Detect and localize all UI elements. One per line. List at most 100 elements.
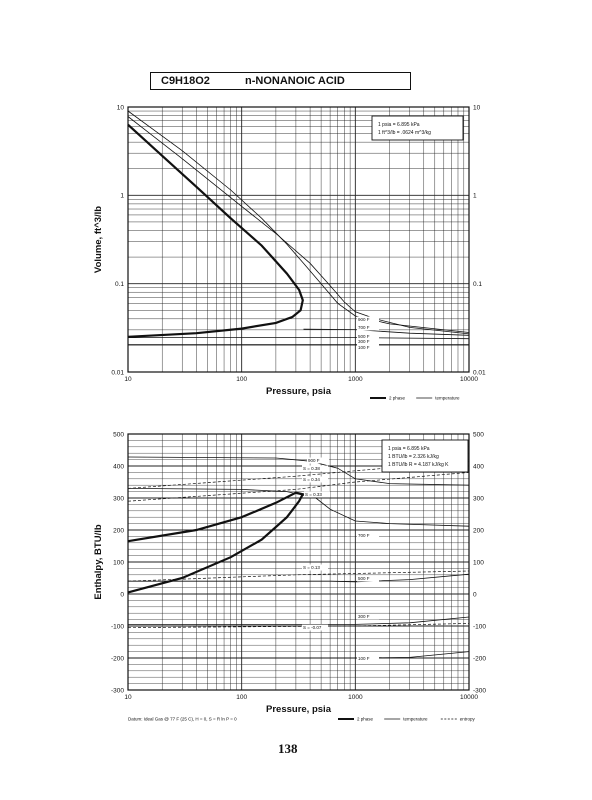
entropy-label: S = 0.34 (303, 477, 320, 482)
temperature-label: 300 F (358, 614, 370, 619)
y-tick-label-left: 400 (113, 463, 124, 470)
y-tick-label-right: 0.01 (473, 369, 486, 376)
x-axis-label: Pressure, psia (266, 704, 332, 715)
temperature-label: 700 F (358, 325, 370, 330)
y-tick-label-left: -300 (111, 687, 124, 694)
y-tick-label-right: 100 (473, 559, 484, 566)
label-backdrop (357, 333, 379, 340)
y-tick-label-left: 100 (113, 559, 124, 566)
legend-label: temperature (403, 717, 428, 722)
legend-label: entropy (460, 717, 476, 722)
temperature-label: 900 F (308, 458, 320, 463)
temperature-label: 500 F (358, 334, 370, 339)
label-backdrop (357, 655, 379, 662)
y-axis-label: Volume, ft^3/lb (93, 206, 104, 273)
entropy-label: S = 0.33 (305, 492, 322, 497)
y-tick-label-right: 10 (473, 104, 481, 111)
legend-label: 2 phase (389, 396, 406, 401)
temperature-label: 900 F (358, 317, 370, 322)
x-tick-label: 10 (124, 694, 132, 701)
y-tick-label-right: -100 (473, 623, 486, 630)
compound-name: n-NONANOIC ACID (245, 75, 345, 87)
x-axis-label: Pressure, psia (266, 386, 332, 397)
label-backdrop (357, 338, 379, 345)
entropy-label: S = 0.38 (303, 466, 320, 471)
label-backdrop (307, 457, 329, 464)
label-backdrop (357, 575, 379, 582)
temperature-label: 700 F (358, 533, 370, 538)
x-tick-label: 1000 (348, 694, 363, 701)
temperature-line (303, 328, 470, 336)
label-backdrop (357, 316, 379, 323)
label-backdrop (357, 532, 379, 539)
legend-label: 2 phase (357, 717, 374, 722)
entropy-line (127, 570, 470, 582)
conversion-text: 1 psia = 6.895 kPa (378, 122, 420, 128)
conversion-box (381, 439, 469, 473)
datum-note: Datum: Ideal Gas @ 77 F (25 C), H = 0, S… (128, 717, 237, 722)
y-tick-label-left: 500 (113, 431, 124, 438)
x-tick-label: 10000 (460, 376, 478, 383)
entropy-label: S = -0.07 (303, 625, 322, 630)
y-tick-label-right: 500 (473, 431, 484, 438)
conversion-text: 1 BTU/lb R = 4.187 kJ/kg K (388, 462, 449, 468)
plot-frame (127, 106, 470, 373)
y-tick-label-right: 300 (473, 495, 484, 502)
y-tick-label-left: -100 (111, 623, 124, 630)
label-backdrop (357, 613, 379, 620)
temperature-line (128, 573, 470, 583)
temperature-line (127, 456, 470, 486)
label-backdrop (304, 491, 330, 498)
label-backdrop (302, 465, 328, 472)
x-tick-label: 1000 (348, 376, 363, 383)
label-backdrop (357, 324, 379, 331)
entropy-line (127, 472, 470, 502)
conversion-text: 1 ft^3/lb = .0624 m^3/kg (378, 130, 431, 136)
y-tick-label-left: 300 (113, 495, 124, 502)
temperature-line (128, 651, 470, 659)
entropy-line (127, 623, 470, 628)
y-tick-label-right: 400 (473, 463, 484, 470)
temperature-label: 300 F (358, 339, 370, 344)
temperature-line (128, 616, 470, 625)
entropy-label: S = 0.13 (303, 565, 320, 570)
conversion-text: 1 BTU/lb = 2.326 kJ/kg (388, 454, 439, 460)
label-backdrop (357, 344, 379, 351)
y-tick-label-left: 200 (113, 527, 124, 534)
y-tick-label-left: 0 (120, 591, 124, 598)
x-tick-label: 100 (236, 694, 247, 701)
plot-frame (127, 433, 470, 691)
compound-header: C9H18O2 n-NONANOIC ACID (150, 72, 411, 90)
y-axis-label: Enthalpy, BTU/lb (93, 524, 104, 599)
two-phase-curve (127, 123, 304, 338)
y-tick-label-right: 0.1 (473, 281, 482, 288)
y-tick-label-right: 200 (473, 527, 484, 534)
y-tick-label-left: 10 (117, 104, 125, 111)
conversion-box (371, 115, 464, 141)
y-tick-label-left: 0.1 (115, 281, 124, 288)
temperature-label: 100 F (358, 656, 370, 661)
y-tick-label-left: 1 (120, 193, 124, 200)
temperature-line (127, 488, 470, 527)
y-tick-label-right: 0 (473, 591, 477, 598)
temperature-line (127, 116, 470, 335)
compound-formula: C9H18O2 (161, 75, 210, 87)
y-tick-label-left: 0.01 (111, 369, 124, 376)
y-tick-label-right: -200 (473, 655, 486, 662)
conversion-text: 1 psia = 6.895 kPa (388, 446, 430, 452)
x-tick-label: 10000 (460, 694, 478, 701)
label-backdrop (302, 624, 328, 631)
page-number: 138 (278, 741, 298, 756)
label-backdrop (302, 564, 328, 571)
label-backdrop (302, 476, 328, 483)
y-tick-label-left: -200 (111, 655, 124, 662)
y-tick-label-right: 1 (473, 193, 477, 200)
temperature-line (128, 337, 470, 340)
x-tick-label: 100 (236, 376, 247, 383)
y-tick-label-right: -300 (473, 687, 486, 694)
two-phase-curve (127, 491, 305, 594)
x-tick-label: 10 (124, 376, 132, 383)
